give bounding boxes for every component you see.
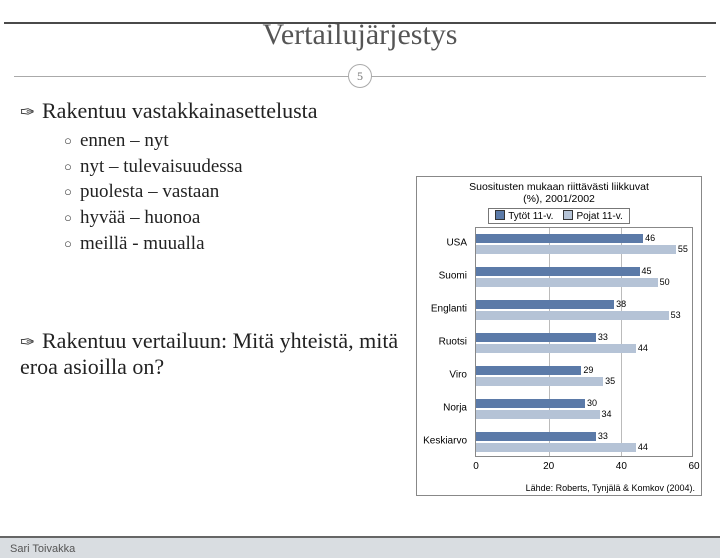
chart-category-label: USA	[417, 238, 471, 249]
footer-author: Sari Toivakka	[10, 543, 75, 555]
swirl-icon: ✑	[20, 332, 38, 353]
bullet1-text: Rakentuu vastakkainasettelusta	[42, 98, 318, 123]
top-border	[4, 22, 716, 24]
bullet2-text: Rakentuu vertailuun: Mitä yhteistä, mitä…	[20, 328, 398, 379]
chart-category-label: Ruotsi	[417, 337, 471, 348]
main-bullet-1: ✑Rakentuu vastakkainasettelusta	[20, 98, 700, 124]
chart-category-label: Englanti	[417, 304, 471, 315]
chart-category-label: Keskiarvo	[417, 435, 471, 446]
main-bullet-2: ✑Rakentuu vertailuun: Mitä yhteistä, mit…	[20, 328, 400, 380]
chart-title: Suositusten mukaan riittävästi liikkuvat…	[417, 177, 701, 205]
page-number-badge: 5	[348, 64, 372, 88]
footer: Sari Toivakka	[0, 536, 720, 558]
swirl-icon: ✑	[20, 102, 38, 123]
chart-plot-area: 02040604655455038533344293530343344	[475, 227, 693, 457]
chart-source: Lähde: Roberts, Tynjälä & Komkov (2004).	[526, 483, 695, 493]
chart-category-label: Viro	[417, 369, 471, 380]
embedded-chart: Suositusten mukaan riittävästi liikkuvat…	[416, 176, 702, 496]
sub-bullet: ○ennen – nyt	[64, 128, 700, 154]
chart-legend: Tytöt 11-v.Pojat 11-v.	[417, 208, 701, 224]
title-divider: 5	[0, 64, 720, 90]
chart-category-label: Norja	[417, 402, 471, 413]
chart-category-label: Suomi	[417, 271, 471, 282]
